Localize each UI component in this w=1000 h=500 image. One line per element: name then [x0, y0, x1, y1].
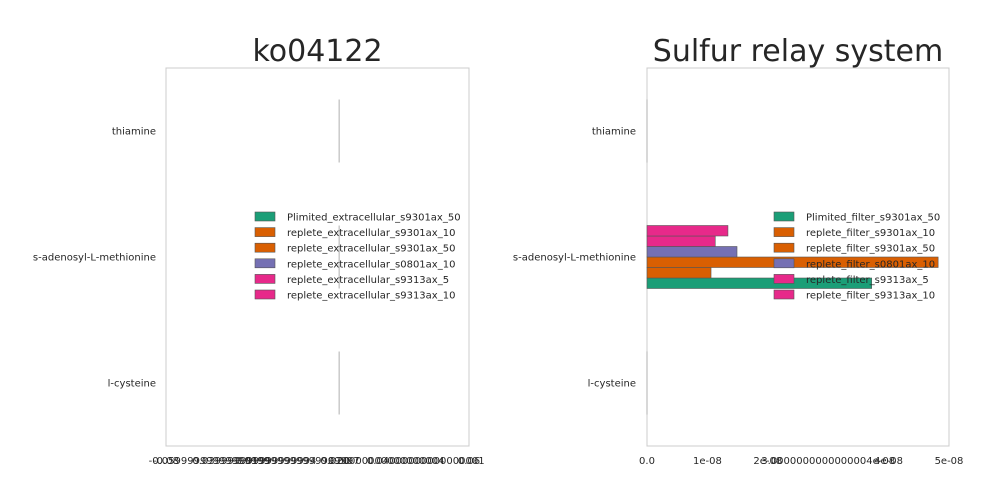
y-tick-label: s-adenosyl-L-methionine	[513, 253, 636, 264]
bar	[338, 236, 340, 247]
x-tick-label: 4e-08	[874, 456, 903, 467]
x-tick-label: 0.0	[639, 456, 655, 467]
bar	[646, 277, 872, 289]
legend-swatch	[254, 274, 276, 284]
legend-swatch	[773, 274, 795, 284]
legend-label: replete_filter_s9301ax_50	[806, 244, 935, 255]
bar	[646, 267, 712, 279]
bar	[646, 235, 716, 247]
bar	[338, 141, 340, 152]
x-tick-label: -0.08	[153, 456, 179, 467]
chart-title: Sulfur relay system	[653, 34, 943, 69]
bar	[646, 99, 648, 110]
bar	[646, 110, 648, 121]
bar	[338, 120, 340, 131]
x-tick-label: 3.0000000000000004e-08	[761, 456, 895, 467]
bar	[338, 362, 340, 373]
bar	[646, 393, 648, 404]
x-tick-label: 0.04000000000000001	[367, 456, 485, 467]
bar	[338, 246, 340, 257]
legend-label: replete_filter_s0801ax_10	[806, 259, 935, 270]
chart-panel-ko04122: ko04122 thiamine s-adenosyl-L-methionine l-…	[33, 34, 485, 467]
x-tick-label: -0.019999999999999997	[232, 456, 360, 467]
chart-title: ko04122	[252, 34, 382, 69]
legend-swatch	[773, 258, 795, 269]
x-tick-label: 0.00	[328, 456, 350, 467]
legend-swatch	[773, 211, 795, 222]
legend-label: replete_extracellular_s9313ax_10	[287, 291, 455, 302]
bar	[338, 393, 340, 404]
bar	[646, 404, 648, 415]
chart-panel-sulfur-relay: Sulfur relay system thiamine s-adenosyl-L-…	[513, 34, 964, 467]
legend-label: Plimited_filter_s9301ax_50	[806, 213, 940, 224]
legend-label: replete_filter_s9313ax_5	[806, 275, 929, 286]
x-tick-label: 5e-08	[935, 456, 964, 467]
legend-label: replete_extracellular_s9301ax_10	[287, 228, 455, 239]
legend-swatch	[773, 227, 795, 237]
y-tick-label: s-adenosyl-L-methionine	[33, 253, 156, 264]
bar	[646, 152, 648, 163]
y-tick-label: l-cysteine	[588, 379, 636, 390]
y-tick-label: thiamine	[592, 127, 636, 138]
legend-swatch	[773, 242, 795, 253]
x-tick-label: 0.020000000000000004	[320, 456, 444, 467]
x-tick-label: -0.039999999999999994	[189, 456, 317, 467]
legend-swatch	[254, 211, 276, 222]
plot-frame	[165, 67, 470, 447]
bar	[338, 257, 340, 268]
bar	[338, 278, 340, 289]
bar	[338, 99, 340, 110]
bar	[338, 351, 340, 362]
legend-label: Plimited_extracellular_s9301ax_50	[287, 213, 461, 224]
y-tick-label: l-cysteine	[108, 379, 156, 390]
legend-label: replete_extracellular_s9313ax_5	[287, 275, 449, 286]
bar	[338, 131, 340, 142]
legend-label: replete_extracellular_s9301ax_50	[287, 244, 455, 255]
x-tick-label: 1e-08	[693, 456, 722, 467]
bar	[338, 152, 340, 163]
legend-swatch	[254, 227, 276, 237]
legend-swatch	[254, 289, 276, 300]
bar	[646, 131, 648, 142]
bar	[646, 351, 648, 362]
bar	[646, 372, 648, 383]
bar	[338, 225, 340, 236]
legend-label: replete_extracellular_s0801ax_10	[287, 259, 455, 270]
bar	[338, 372, 340, 383]
legend-swatch	[254, 242, 276, 253]
bar	[646, 362, 648, 373]
legend-swatch	[773, 289, 795, 300]
x-tick-label: 0.06	[458, 456, 480, 467]
bar	[338, 110, 340, 121]
legend-label: replete_filter_s9301ax_10	[806, 228, 935, 239]
bar	[338, 267, 340, 278]
y-tick-label: thiamine	[112, 127, 156, 138]
legend-label: replete_filter_s9313ax_10	[806, 291, 935, 302]
bar	[646, 120, 648, 131]
x-tick-label: 2e-08	[753, 456, 782, 467]
bar	[646, 225, 729, 237]
x-tick-label: -0.05999999999999999	[149, 456, 270, 467]
bar	[338, 404, 340, 415]
bar	[646, 383, 648, 394]
bar	[338, 383, 340, 394]
legend-swatch	[254, 258, 276, 269]
bar	[646, 246, 738, 258]
bar	[646, 141, 648, 152]
